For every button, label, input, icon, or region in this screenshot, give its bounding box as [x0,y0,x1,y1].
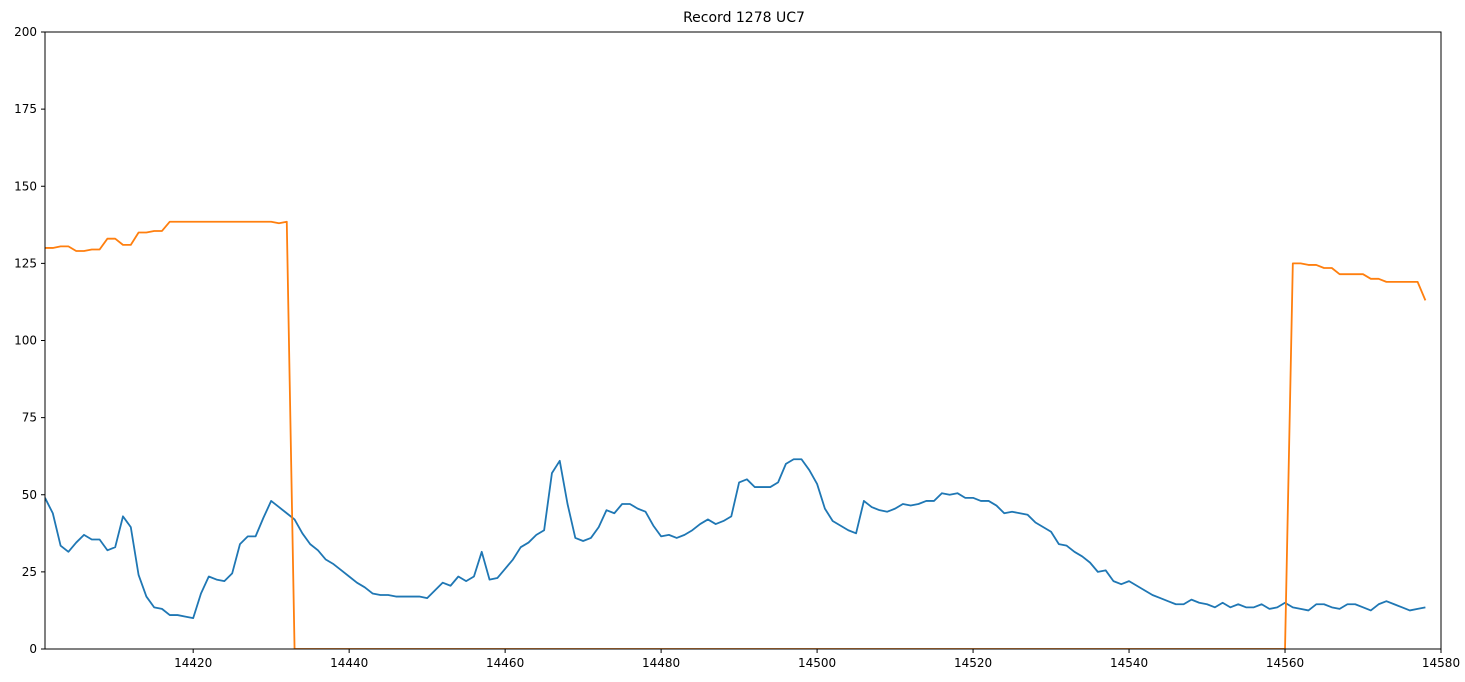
y-tick-label: 50 [22,488,37,502]
x-tick-label: 14560 [1266,656,1304,670]
y-tick-label: 25 [22,565,37,579]
series-line-1 [45,458,1426,620]
x-tick-label: 14540 [1110,656,1148,670]
x-tick-label: 14520 [954,656,992,670]
y-tick-label: 0 [29,642,37,656]
y-tick-label: 125 [14,256,37,270]
x-tick-label: 14420 [174,656,212,670]
chart-title: Record 1278 UC7 [683,10,805,26]
y-tick-label: 100 [14,334,37,348]
x-tick-label: 14580 [1422,656,1460,670]
x-tick-label: 14480 [642,656,680,670]
series-layer [45,220,1427,649]
x-tick-label: 14440 [330,656,368,670]
series-line-2 [45,220,1427,649]
axes-layer: 14420 14440 14460 14480 14500 14520 14540 14560… [14,25,1460,670]
y-tick-label: 175 [14,102,37,116]
x-tick-label: 14500 [798,656,836,670]
y-tick-label: 75 [22,411,37,425]
y-tick-label: 150 [14,179,37,193]
plot-frame [44,31,1442,650]
y-tick-label: 200 [14,25,37,39]
x-tick-label: 14460 [486,656,524,670]
